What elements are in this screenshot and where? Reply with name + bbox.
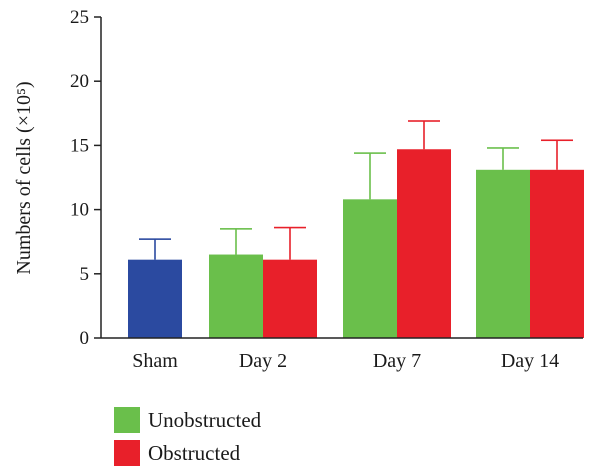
y-tick-label: 25 [70, 7, 89, 28]
bar-group [343, 152, 397, 338]
bar-group [209, 228, 263, 338]
y-axis: 0 5 10 15 20 25 [70, 7, 102, 349]
legend-entry: Unobstructed [114, 407, 262, 433]
bar [263, 259, 317, 338]
legend: Unobstructed Obstructed [114, 407, 262, 466]
bar-group [476, 147, 530, 338]
x-tick-label: Sham [132, 350, 178, 372]
bar [343, 199, 397, 338]
bar [476, 169, 530, 338]
x-tick-label: Day 7 [373, 350, 421, 372]
x-axis: Sham Day 2 Day 7 Day 14 [101, 337, 583, 372]
bar-group [128, 238, 182, 338]
bar [530, 169, 584, 338]
legend-label: Obstructed [148, 441, 241, 465]
y-axis-title: Numbers of cells (×10⁵) [13, 81, 35, 274]
bar [128, 259, 182, 338]
y-tick-label: 15 [70, 135, 89, 156]
legend-swatch [114, 440, 140, 466]
legend-label: Unobstructed [148, 408, 262, 432]
bar-group [530, 139, 584, 338]
bar-group [263, 226, 317, 338]
y-tick-label: 10 [70, 200, 89, 221]
y-tick-label: 0 [80, 328, 90, 349]
y-tick-label: 20 [70, 71, 89, 92]
x-tick-label: Day 14 [501, 350, 559, 372]
legend-entry: Obstructed [114, 440, 241, 466]
x-tick-label: Day 2 [239, 350, 287, 372]
bar-group [397, 120, 451, 338]
y-tick-label: 5 [80, 264, 90, 285]
bar [397, 149, 451, 338]
bars [128, 120, 584, 338]
bar [209, 254, 263, 338]
legend-swatch [114, 407, 140, 433]
